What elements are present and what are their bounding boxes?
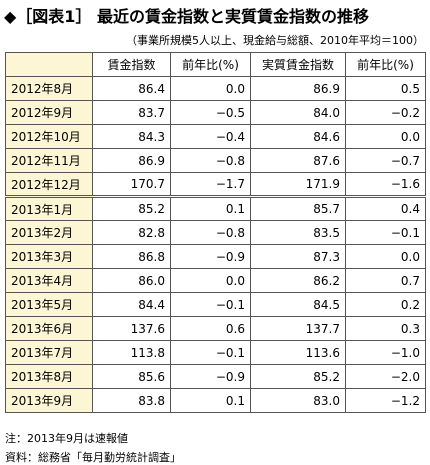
row-label: 2013年4月 [5, 268, 93, 293]
cell: 84.4 [92, 292, 171, 317]
cell: 86.2 [250, 268, 346, 293]
note: 注：2013年9月は速報値 [5, 432, 128, 445]
cell: −1.7 [170, 172, 251, 198]
subtitle: （事業所規模5人以上、現金給与総額、2010年平均＝100） [126, 34, 424, 47]
cell: 82.8 [92, 220, 171, 245]
cell: −0.1 [345, 220, 426, 245]
cell: 84.0 [250, 100, 346, 125]
cell: 0.0 [170, 76, 251, 101]
cell: 84.5 [250, 292, 346, 317]
table-row: 2013年3月 86.8 −0.9 87.3 0.0 [5, 244, 426, 269]
cell: −0.8 [170, 148, 251, 173]
cell: 0.2 [345, 292, 426, 317]
column-header: 賃金指数 [92, 52, 171, 77]
row-label: 2013年8月 [5, 364, 93, 389]
cell: −0.5 [170, 100, 251, 125]
cell: −1.0 [345, 340, 426, 365]
data-table: 賃金指数 前年比(%) 実質賃金指数 前年比(%) 2012年8月 86.4 0.0 86.9… [5, 52, 426, 413]
row-label: 2012年9月 [5, 100, 93, 125]
column-header: 実質賃金指数 [250, 52, 346, 77]
cell: 86.0 [92, 268, 171, 293]
cell: −1.6 [345, 172, 426, 198]
cell: 83.0 [250, 388, 346, 413]
cell: 85.2 [250, 364, 346, 389]
cell: 85.2 [92, 196, 171, 221]
cell: 87.3 [250, 244, 346, 269]
cell: 83.7 [92, 100, 171, 125]
cell: 0.4 [345, 196, 426, 221]
cell: −0.4 [170, 124, 251, 149]
row-label: 2012年11月 [5, 148, 93, 173]
cell: −0.9 [170, 364, 251, 389]
cell: 113.6 [250, 340, 346, 365]
cell: 0.1 [170, 388, 251, 413]
cell: 0.0 [170, 268, 251, 293]
cell: 83.5 [250, 220, 346, 245]
cell: 0.5 [345, 76, 426, 101]
cell: 0.7 [345, 268, 426, 293]
row-label: 2012年12月 [5, 172, 93, 198]
cell: −0.1 [170, 292, 251, 317]
cell: 85.6 [92, 364, 171, 389]
cell: 0.3 [345, 316, 426, 341]
cell: −0.7 [345, 148, 426, 173]
cell: −0.9 [170, 244, 251, 269]
cell: 0.0 [345, 124, 426, 149]
row-label: 2013年7月 [5, 340, 93, 365]
source: 資料：総務省「毎月勤労統計調査」 [5, 451, 181, 464]
table-row: 2013年5月 84.4 −0.1 84.5 0.2 [5, 292, 426, 317]
table-row: 2013年2月 82.8 −0.8 83.5 −0.1 [5, 220, 426, 245]
cell: −0.1 [170, 340, 251, 365]
cell: 0.6 [170, 316, 251, 341]
table-row: 2013年9月 83.8 0.1 83.0 −1.2 [5, 388, 426, 413]
row-label: 2013年9月 [5, 388, 93, 413]
column-header: 前年比(%) [170, 52, 251, 77]
cell: 85.7 [250, 196, 346, 221]
cell: 0.1 [170, 196, 251, 221]
table-row: 2012年12月 170.7 −1.7 171.9 −1.6 [5, 172, 426, 198]
cell: 86.4 [92, 76, 171, 101]
row-label: 2013年2月 [5, 220, 93, 245]
cell: 86.9 [250, 76, 346, 101]
cell: 113.8 [92, 340, 171, 365]
cell: 137.6 [92, 316, 171, 341]
cell: −2.0 [345, 364, 426, 389]
cell: 87.6 [250, 148, 346, 173]
cell: −0.2 [345, 100, 426, 125]
header-row: 賃金指数 前年比(%) 実質賃金指数 前年比(%) [5, 52, 426, 77]
row-label: 2012年10月 [5, 124, 93, 149]
title: ◆［図表1］ 最近の賃金指数と実質賃金指数の推移 [4, 7, 370, 26]
table-row: 2013年7月 113.8 −0.1 113.6 −1.0 [5, 340, 426, 365]
table-row: 2013年8月 85.6 −0.9 85.2 −2.0 [5, 364, 426, 389]
table-row: 2013年1月 85.2 0.1 85.7 0.4 [5, 196, 426, 221]
cell: −0.8 [170, 220, 251, 245]
table-row: 2013年4月 86.0 0.0 86.2 0.7 [5, 268, 426, 293]
row-label: 2013年6月 [5, 316, 93, 341]
table-row: 2013年6月 137.6 0.6 137.7 0.3 [5, 316, 426, 341]
cell: 84.6 [250, 124, 346, 149]
cell: 170.7 [92, 172, 171, 198]
cell: 83.8 [92, 388, 171, 413]
cell: 84.3 [92, 124, 171, 149]
row-label: 2013年1月 [5, 196, 93, 221]
cell: 0.0 [345, 244, 426, 269]
cell: 86.9 [92, 148, 171, 173]
row-label: 2013年5月 [5, 292, 93, 317]
row-label: 2012年8月 [5, 76, 93, 101]
cell: 171.9 [250, 172, 346, 198]
table-row: 2012年8月 86.4 0.0 86.9 0.5 [5, 76, 426, 101]
table-row: 2012年9月 83.7 −0.5 84.0 −0.2 [5, 100, 426, 125]
cell: 86.8 [92, 244, 171, 269]
table-row: 2012年11月 86.9 −0.8 87.6 −0.7 [5, 148, 426, 173]
column-header: 前年比(%) [345, 52, 426, 77]
table-row: 2012年10月 84.3 −0.4 84.6 0.0 [5, 124, 426, 149]
row-label: 2013年3月 [5, 244, 93, 269]
cell: 137.7 [250, 316, 346, 341]
cell: −1.2 [345, 388, 426, 413]
column-header [5, 52, 93, 77]
